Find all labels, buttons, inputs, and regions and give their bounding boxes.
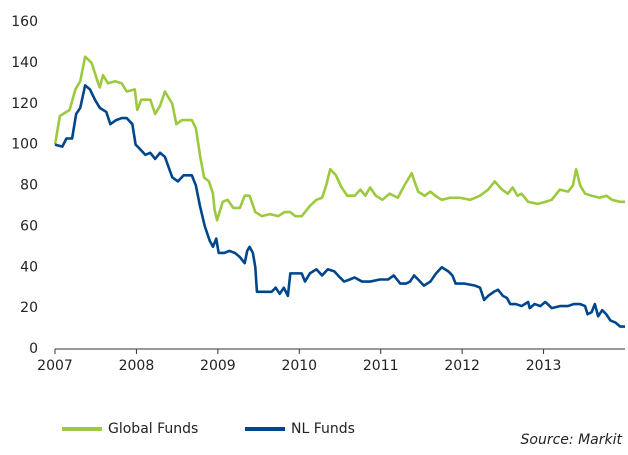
x-tick-label: 2011: [363, 358, 399, 374]
line-series: [54, 84, 625, 328]
x-tick-label: 2007: [37, 358, 73, 374]
y-tick-label: 120: [11, 96, 38, 112]
x-tick-label: 2012: [444, 358, 480, 374]
x-tick-label: 2009: [200, 358, 236, 374]
y-tick-label: 60: [20, 218, 38, 234]
legend-label: Global Funds: [108, 421, 198, 437]
y-tick-label: 140: [11, 55, 38, 71]
x-tick-label: 2010: [281, 358, 317, 374]
x-tick-label: 2008: [119, 358, 155, 374]
y-tick-label: 100: [11, 137, 38, 153]
annotation: Source: Markit: [521, 432, 623, 448]
y-tick-label: 160: [11, 14, 38, 30]
legend-label: NL Funds: [291, 421, 355, 437]
y-tick-label: 40: [20, 259, 38, 275]
line-series: [53, 55, 625, 222]
y-tick-label: 0: [29, 341, 38, 357]
x-tick-label: 2013: [526, 358, 562, 374]
y-tick-label: 80: [20, 178, 38, 194]
y-tick-label: 20: [20, 300, 38, 316]
